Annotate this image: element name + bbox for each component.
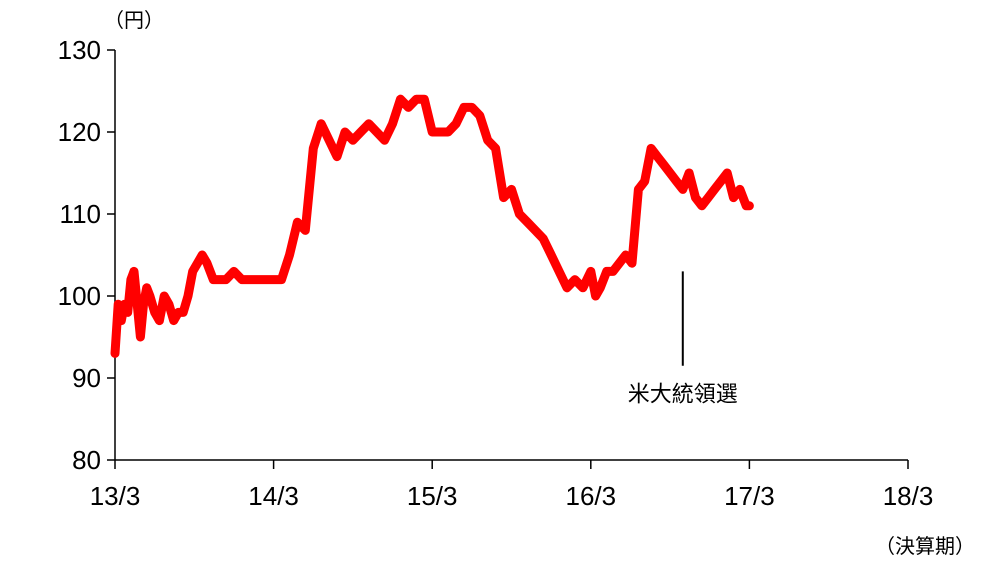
x-tick-label: 13/3 (90, 481, 141, 511)
annotation-label: 米大統領選 (628, 383, 738, 408)
usd-jpy-line (110, 94, 754, 358)
x-tick-label: 17/3 (724, 481, 775, 511)
x-tick-label: 16/3 (565, 481, 616, 511)
chart-series (110, 94, 754, 358)
y-tick-label: 120 (58, 117, 101, 147)
y-tick-label: 130 (58, 35, 101, 65)
x-tick-label: 14/3 (248, 481, 299, 511)
x-tick-label: 15/3 (407, 481, 458, 511)
y-tick-label: 100 (58, 281, 101, 311)
y-tick-label: 110 (60, 199, 101, 229)
y-tick-label: 90 (72, 363, 101, 393)
chart-axes (114, 50, 908, 461)
x-tick-label: 18/3 (883, 481, 934, 511)
y-axis-unit-label: （円） (104, 8, 164, 32)
x-axis-unit-label: （決算期） (875, 534, 975, 558)
y-tick-label: 80 (72, 445, 101, 475)
chart-ticks: 80 90 100 110 120 130 13/3 14/3 15/3 16/3 17/3 18/3 (58, 35, 934, 511)
chart-annotations: 米大統領選 (628, 271, 738, 408)
